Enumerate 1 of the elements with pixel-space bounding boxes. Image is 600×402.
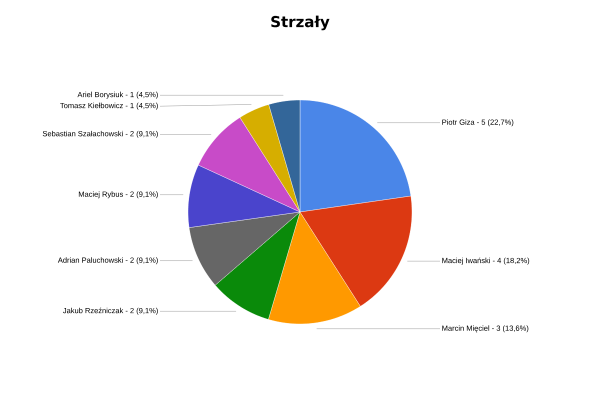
chart-title: Strzały [271, 16, 330, 30]
